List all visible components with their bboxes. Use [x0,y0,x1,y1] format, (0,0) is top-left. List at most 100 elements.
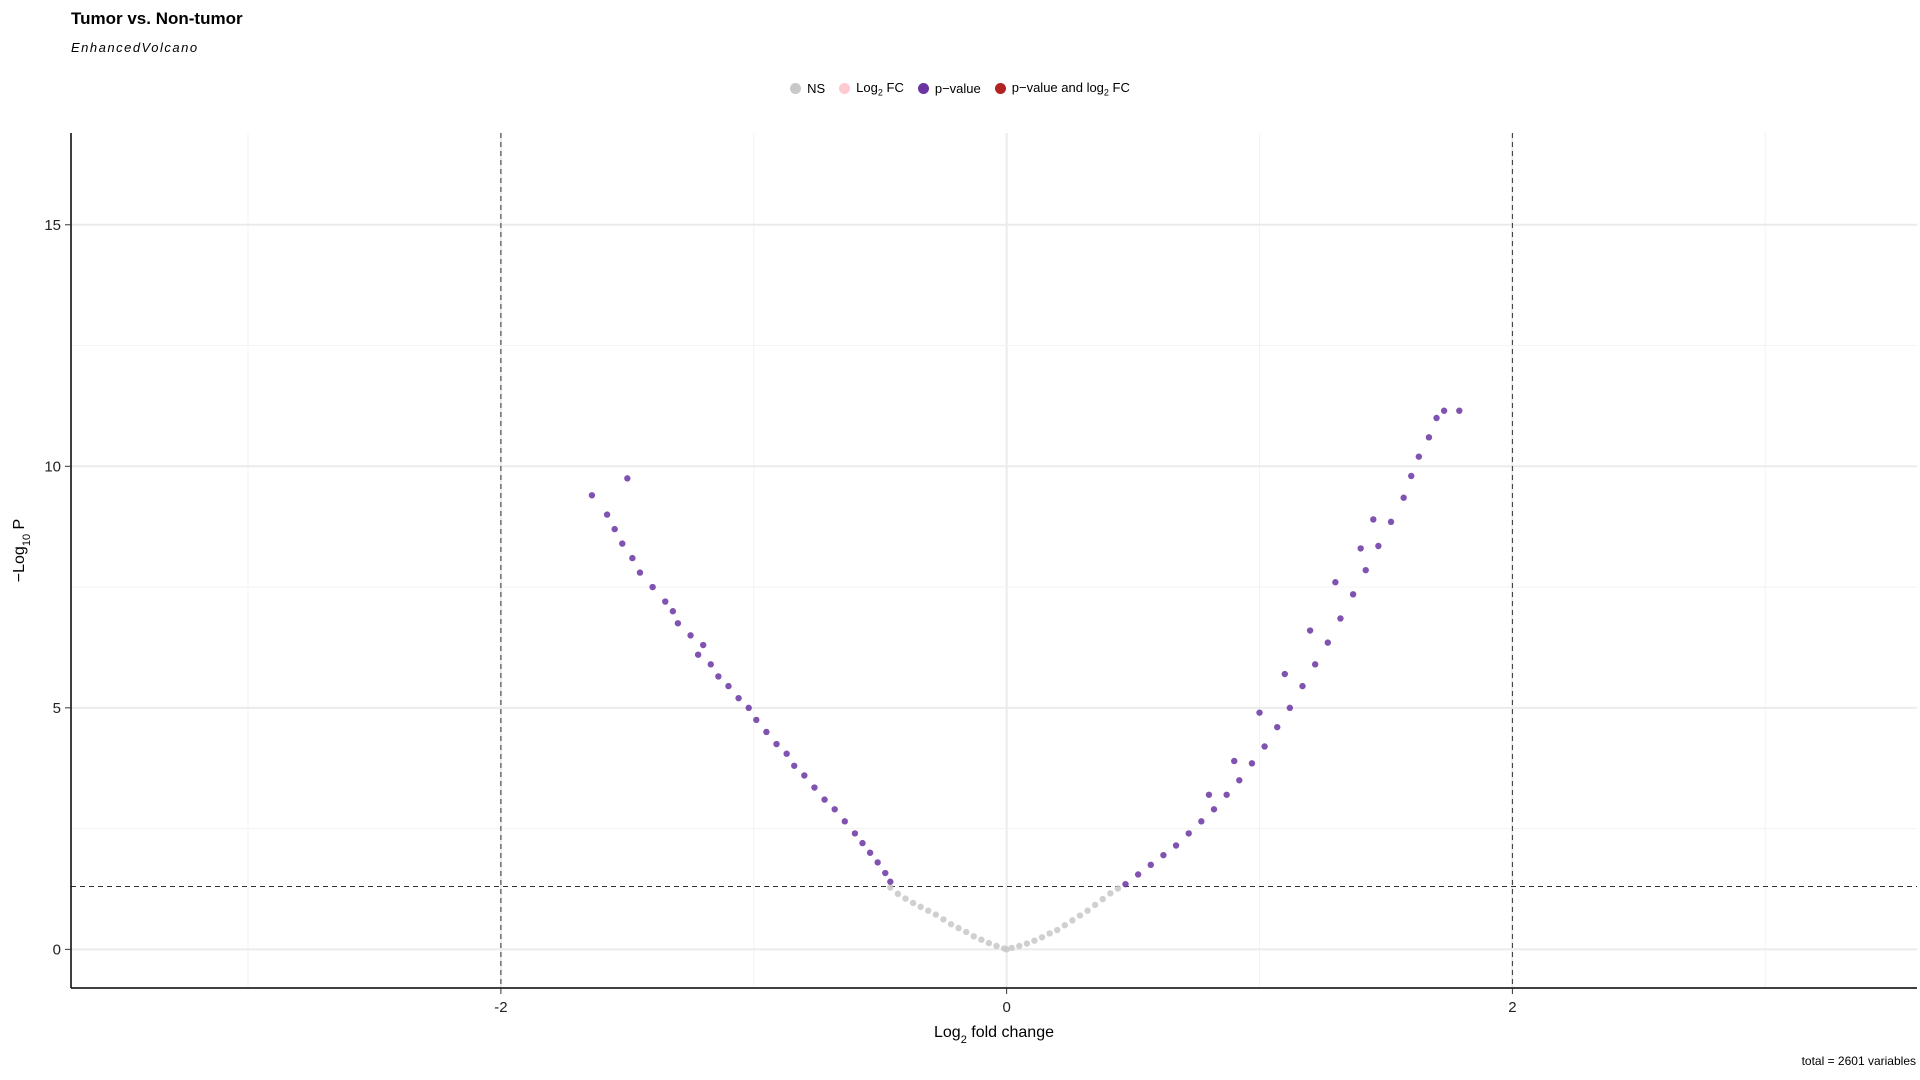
ns-point [1031,937,1038,944]
ns-point [1046,930,1053,937]
p-value-point [1306,627,1314,634]
p-value-point [619,540,626,547]
legend-dot-icon [790,83,802,95]
p-value-point [1205,791,1213,798]
ns-point [925,907,932,914]
p-value-point [669,608,677,615]
legend-label: p−value and log2 FC [1011,80,1130,98]
p-value-point [1433,414,1440,422]
legend-label: p−value [934,81,981,97]
x-tick-label: -2 [494,999,507,1016]
p-value-point [707,661,714,668]
p-value-point [1349,591,1357,598]
p-value-point [1134,871,1142,878]
ns-point [1069,917,1076,924]
caption: total = 2601 variables [1801,1054,1916,1068]
p-value-point [1274,723,1281,731]
ns-point [917,903,924,911]
ns-point [1008,944,1015,952]
p-value-point [1172,842,1180,849]
p-value-point [1400,494,1407,501]
p-value-point [1370,516,1377,523]
tick-labels: -2 0 2 0 5 10 15 [44,217,1516,1016]
legend: NS Log2 FC p−value p−value and log2 FC [0,80,1920,98]
y-axis-title: −Log10 P [11,519,33,582]
x-tick-label: 2 [1508,999,1516,1016]
ns-point [955,924,962,932]
grid [71,133,1917,988]
y-tick-label: 10 [44,458,61,475]
ns-point [1038,934,1046,941]
p-value-point [882,869,889,877]
p-value-point [1281,670,1289,678]
p-value-point [1160,851,1167,859]
p-value-point [841,818,849,825]
p-value-point [1425,434,1433,441]
ns-point [932,911,940,918]
p-value-point [699,641,707,649]
ns-point [985,939,993,947]
p-value-point [1261,743,1268,750]
p-value-point [1286,704,1294,712]
y-tick-label: 5 [53,700,61,717]
x-tick-label: 0 [1002,999,1010,1016]
ns-point [1114,885,1122,892]
ns-point [909,899,917,907]
p-value-point [773,740,780,748]
legend-dot-icon [994,83,1006,95]
p-value-point [866,849,874,856]
p-value-point [1375,542,1382,550]
p-value-point [801,772,808,779]
ns-point [940,916,947,923]
p-value-point [811,784,818,791]
p-value-point [1415,453,1423,460]
p-value-point [662,598,669,605]
p-value-point [694,651,702,658]
legend-dot-icon [839,83,851,95]
legend-label: NS [807,81,826,97]
ns-point [1003,946,1010,953]
threshold-lines [71,133,1917,988]
chart-title: Tumor vs. Non-tumor [71,9,243,28]
p-value-point [603,511,611,518]
ns-point [1091,901,1099,909]
y-tick-label: 15 [44,217,61,234]
p-value-point [715,673,722,680]
p-value-point [649,583,656,591]
p-value-point [763,728,770,736]
p-value-point [753,716,760,724]
p-value-point [1198,818,1205,825]
chart-subtitle: EnhancedVolcano [71,40,199,55]
legend-item-p: p−value [917,80,981,98]
ns-point [887,884,894,891]
p-value-point [1357,545,1364,552]
x-axis-title: Log2 fold change [934,1024,1054,1046]
p-value-point [611,525,618,533]
p-value-point [1299,682,1306,690]
p-value-point [636,569,644,576]
ns-point [962,928,970,936]
legend-dot-icon [917,83,929,95]
ns-point [1076,912,1084,919]
p-value-point [1324,639,1331,646]
p-value-point [1408,472,1415,480]
p-value-point [874,859,881,866]
legend-item-pfc: p−value and log2 FC [994,80,1130,98]
ns-point [1061,922,1069,929]
p-value-point [1256,709,1263,716]
p-value-point [588,492,596,499]
p-value-point [1223,791,1230,798]
p-value-point [735,694,742,702]
legend-item-ns: NS [790,80,825,98]
ns-point [1107,890,1114,897]
ns-point [978,936,985,943]
p-value-point [821,796,828,803]
legend-label: Log2 FC [856,80,904,98]
p-value-point [1185,830,1192,837]
p-value-point [791,762,798,769]
p-value-point [1311,661,1319,668]
axes [65,133,1917,994]
p-value-point [1337,615,1344,622]
ns-point [902,895,909,902]
